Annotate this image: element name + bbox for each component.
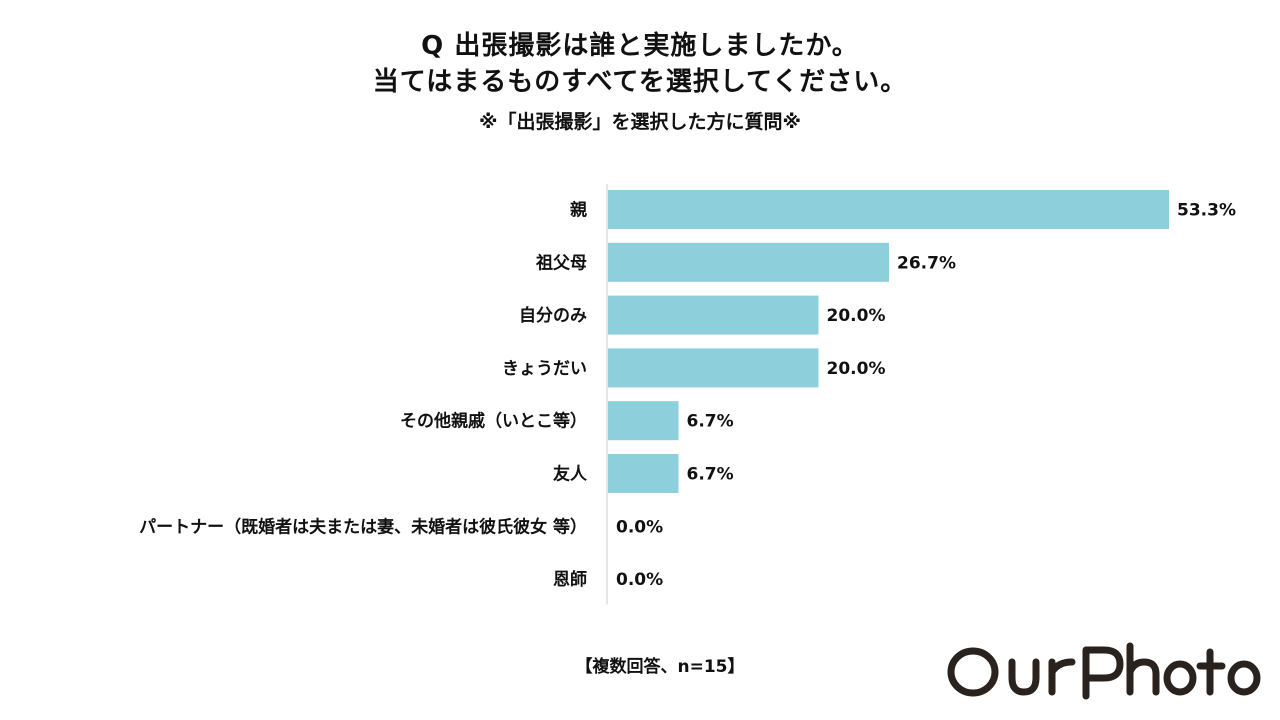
chart-title-line-1: Q 出張撮影は誰と実施しましたか。 (421, 31, 859, 61)
category-label-2: 自分のみ (519, 305, 587, 326)
bar-0 (608, 190, 1169, 229)
bar-1 (608, 242, 890, 282)
bar-2 (608, 295, 819, 335)
bar-3 (608, 348, 819, 388)
category-label-7: 恩師 (553, 569, 587, 590)
chart-title-line-2: 当てはまるものすべてを選択してください。 (372, 67, 908, 97)
category-label-5: 友人 (553, 464, 588, 485)
bar-5 (608, 454, 679, 493)
bar-4 (608, 401, 679, 441)
value-label-2: 20.0% (827, 306, 886, 326)
chart-subtitle: ※「出張撮影」を選択した方に質問※ (479, 111, 801, 133)
category-label-6: パートナー（既婚者は夫または妻、未婚者は彼氏彼女 等） (139, 516, 587, 537)
value-label-6: 0.0% (616, 517, 663, 537)
value-label-7: 0.0% (616, 570, 663, 590)
category-label-4: その他親戚（いとこ等） (400, 411, 587, 432)
value-label-3: 20.0% (827, 359, 886, 379)
value-label-0: 53.3% (1177, 201, 1236, 221)
ourphoto-logo (947, 642, 1261, 700)
value-label-4: 6.7% (687, 412, 734, 432)
bars-layer: 親 53.3% 祖父母 26.7% 自分のみ 20.0% きょうだい 20.0% その他親戚（い… (139, 190, 1236, 590)
value-label-5: 6.7% (687, 465, 734, 485)
value-label-1: 26.7% (897, 253, 956, 273)
sample-note: 【複数回答、n=15】 (575, 657, 745, 677)
category-label-3: きょうだい (502, 359, 587, 379)
category-label-0: 親 (570, 200, 587, 221)
title-block: Q 出張撮影は誰と実施しましたか。 当てはまるものすべてを選択してください。 ※… (0, 28, 1280, 136)
category-label-1: 祖父母 (535, 252, 587, 273)
